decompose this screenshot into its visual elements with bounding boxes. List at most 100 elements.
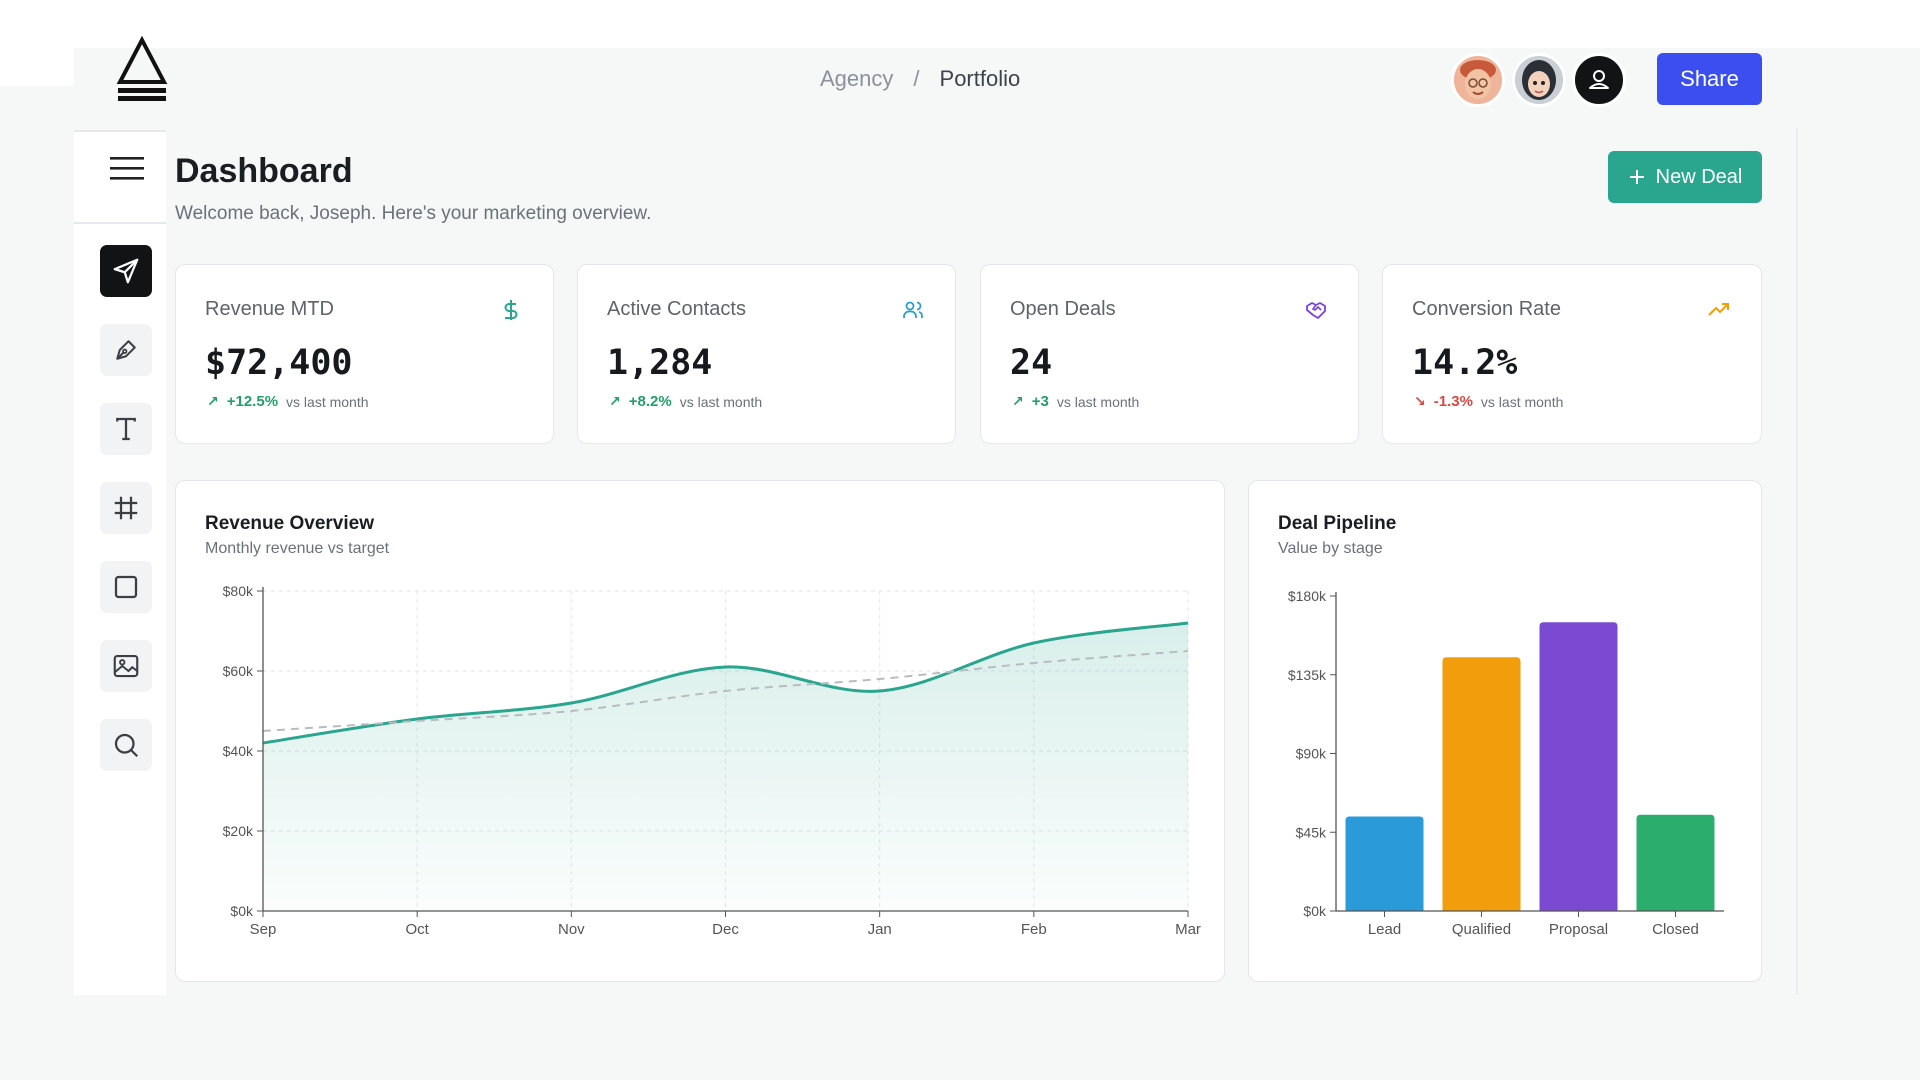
trending-up-icon	[1708, 303, 1729, 316]
search-icon	[114, 733, 139, 758]
top-bar	[74, 48, 1797, 128]
left-margin	[0, 48, 74, 86]
tool-image[interactable]	[100, 640, 152, 692]
stat-value: $72,400	[205, 343, 353, 383]
tool-search[interactable]	[100, 719, 152, 771]
stat-delta: +3	[1031, 393, 1049, 410]
tool-rectangle[interactable]	[100, 561, 152, 613]
stat-note: vs last month	[679, 393, 763, 410]
menu-icon[interactable]	[110, 155, 144, 183]
revenue-overview-panel: Revenue Overview Monthly revenue vs targ…	[175, 480, 1225, 982]
tool-text[interactable]	[100, 403, 152, 455]
revenue-area	[263, 623, 1188, 911]
y-tick-label: $90k	[1296, 746, 1327, 762]
stat-note: vs last month	[1480, 393, 1564, 410]
y-tick-label: $180k	[1288, 588, 1327, 604]
x-tick-label: Oct	[405, 921, 429, 938]
stat-label: Revenue MTD	[205, 298, 334, 320]
avatar-face-icon	[1515, 56, 1563, 104]
revenue-line-chart: $0k $20k $40k $60k $80k Sep Oct Nov Dec Jan Feb Mar	[223, 583, 1201, 938]
deal-pipeline-panel: Deal Pipeline Value by stage $0k $45k $90k…	[1248, 480, 1762, 982]
stat-change: ↗ +12.5% vs last month	[207, 393, 369, 410]
revenue-line	[262, 621, 1189, 745]
image-icon	[113, 654, 139, 678]
new-deal-label: New Deal	[1655, 165, 1743, 188]
avatar-1[interactable]	[1451, 53, 1505, 107]
x-tick-label: Sep	[250, 921, 277, 938]
stat-card-revenue[interactable]: Revenue MTD $72,400 ↗ +12.5% vs last mon…	[175, 264, 554, 444]
divider	[74, 222, 166, 224]
new-deal-button[interactable]: New Deal	[1608, 151, 1762, 203]
panel-title: Deal Pipeline	[1278, 513, 1397, 534]
stat-card-contacts[interactable]: Active Contacts 1,284 ↗ +8.2% vs last mo…	[577, 264, 956, 444]
stat-delta: -1.3%	[1433, 393, 1473, 410]
stat-value: 24	[1010, 343, 1053, 383]
dollar-icon	[504, 300, 518, 320]
avatar-2[interactable]	[1512, 53, 1566, 107]
tool-send[interactable]	[100, 245, 152, 297]
top-margin	[0, 0, 1920, 48]
users-icon	[903, 301, 923, 318]
stat-label: Active Contacts	[607, 298, 746, 320]
stat-value: 1,284	[607, 343, 713, 383]
x-tick-label: Jan	[868, 921, 892, 938]
x-tick-label: Dec	[712, 921, 739, 938]
stat-label: Open Deals	[1010, 298, 1116, 320]
breadcrumb-agency[interactable]: Agency	[820, 66, 894, 91]
avatar-user[interactable]	[1572, 53, 1626, 107]
stat-note: vs last month	[1056, 393, 1140, 410]
handshake-icon	[1306, 302, 1326, 319]
panel-subtitle: Value by stage	[1278, 540, 1383, 557]
tool-frame[interactable]	[100, 482, 152, 534]
y-tick-label: $0k	[1303, 903, 1327, 919]
target-line	[262, 650, 1189, 732]
y-tick-label: $135k	[1288, 667, 1327, 683]
frame-icon	[114, 496, 138, 520]
y-tick-label: $0k	[230, 903, 254, 919]
arrow-up-right-icon: ↗	[609, 393, 621, 409]
y-tick-label: $45k	[1296, 824, 1327, 840]
avatar-face-icon	[1454, 56, 1502, 104]
x-tick-label: Mar	[1175, 921, 1201, 938]
stat-delta: +8.2%	[628, 393, 672, 410]
x-tick-label: Feb	[1021, 921, 1047, 938]
stat-label: Conversion Rate	[1412, 298, 1561, 320]
rectangle-icon	[114, 575, 138, 599]
divider	[1796, 128, 1798, 995]
logo-icon[interactable]	[112, 36, 172, 106]
arrow-down-right-icon: ↘	[1414, 393, 1426, 409]
breadcrumb-portfolio[interactable]: Portfolio	[939, 66, 1021, 91]
x-tick-label: Qualified	[1452, 921, 1511, 938]
bar-closed	[1636, 814, 1715, 911]
stat-delta: +12.5%	[226, 393, 279, 410]
y-tick-label: $20k	[223, 823, 254, 839]
panel-title: Revenue Overview	[205, 513, 374, 534]
plus-icon	[1629, 170, 1644, 184]
page-title: Dashboard	[175, 152, 353, 190]
arrow-up-right-icon: ↗	[207, 393, 219, 409]
user-icon	[1589, 70, 1609, 89]
breadcrumb-separator: /	[913, 66, 920, 91]
bar-lead	[1345, 816, 1424, 911]
divider	[74, 130, 166, 132]
stat-card-conversion[interactable]: Conversion Rate 14.2% ↘ -1.3% vs last mo…	[1382, 264, 1762, 444]
stat-change: ↗ +8.2% vs last month	[609, 393, 762, 410]
stat-value: 14.2%	[1412, 343, 1518, 383]
breadcrumb: Agency / Portfolio	[820, 66, 1020, 92]
x-tick-label: Proposal	[1549, 921, 1608, 938]
y-tick-label: $60k	[223, 663, 254, 679]
send-icon	[113, 258, 139, 284]
pipeline-bar-chart: $0k $45k $90k $135k $180k Lead Qualified Propos…	[1288, 588, 1724, 938]
stat-note: vs last month	[286, 393, 369, 410]
tool-pen[interactable]	[100, 324, 152, 376]
pen-icon	[116, 340, 136, 360]
y-tick-label: $40k	[223, 743, 254, 759]
share-button[interactable]: Share	[1657, 53, 1762, 105]
x-tick-label: Closed	[1652, 921, 1699, 938]
text-icon	[116, 417, 136, 441]
panel-subtitle: Monthly revenue vs target	[205, 540, 390, 557]
x-tick-label: Lead	[1368, 921, 1401, 938]
stat-card-deals[interactable]: Open Deals 24 ↗ +3 vs last month	[980, 264, 1359, 444]
page-subtitle: Welcome back, Joseph. Here's your market…	[175, 203, 652, 224]
stat-change: ↘ -1.3% vs last month	[1414, 393, 1563, 410]
